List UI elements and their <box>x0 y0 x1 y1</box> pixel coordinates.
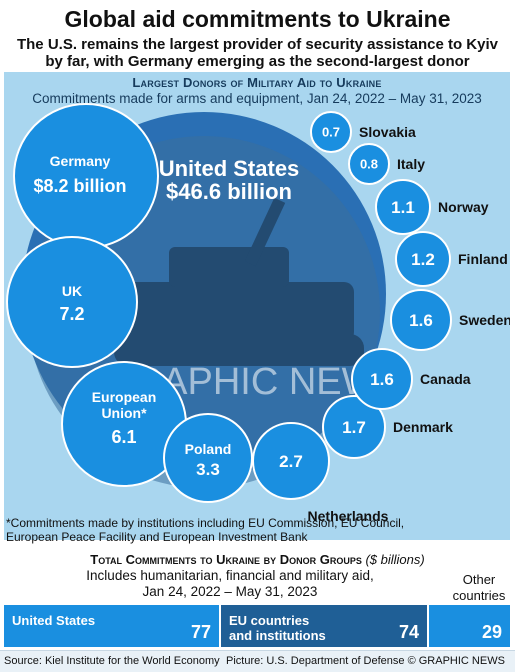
source-text: Source: Kiel Institute for the World Eco… <box>4 655 220 667</box>
us-bubble-name: United States <box>159 156 300 181</box>
label-sweden: Sweden <box>459 312 510 328</box>
page-subtitle: The U.S. remains the largest provider of… <box>0 36 515 70</box>
value-uk: 7.2 <box>59 304 84 324</box>
footnote-line-1: *Commitments made by institutions includ… <box>6 516 405 530</box>
bubble-italy <box>348 143 390 185</box>
military-aid-title: Largest Donors of Military Aid to Ukrain… <box>132 75 382 90</box>
bubble-canada <box>351 348 413 410</box>
bubble-poland <box>163 413 253 503</box>
label-germany: Germany <box>50 153 111 169</box>
credit-text: Picture: U.S. Department of Defense © GR… <box>226 655 505 667</box>
label-italy: Italy <box>397 156 425 172</box>
value-sweden: 1.6 <box>409 311 433 330</box>
other-label-line-1: Other <box>462 572 496 587</box>
bubble-denmark <box>322 395 386 459</box>
bar-us-value: 77 <box>190 622 211 642</box>
subtitle-line-1: The U.S. remains the largest provider of… <box>16 36 498 53</box>
label-canada: Canada <box>420 371 471 387</box>
bar-other-countries: 29 <box>429 605 510 647</box>
tank-part-2 <box>244 197 286 267</box>
military-aid-panel: GRAPHIC NEWS United States $46.6 billion Ge… <box>4 72 510 540</box>
label-netherlands: Netherlands <box>308 508 389 524</box>
bar-eu-value: 74 <box>398 622 419 642</box>
tank-part-3 <box>114 334 364 366</box>
bar-eu-label: EU countries and institutions <box>229 613 326 643</box>
us-bubble-value: $46.6 billion <box>166 179 292 204</box>
totals-title: Total Commitments to Ukraine by Donor Gr… <box>0 552 515 567</box>
bar-united-states: United States 77 <box>4 605 219 647</box>
bubble-slovakia <box>310 111 352 153</box>
tank-part-1 <box>169 247 289 287</box>
other-countries-label: Other countries <box>444 572 514 604</box>
totals-title-text: Total Commitments to Ukraine by Donor Gr… <box>90 552 362 567</box>
value-poland: 3.3 <box>196 460 220 479</box>
bubble-uk <box>6 236 138 368</box>
value-denmark: 1.7 <box>342 418 366 437</box>
label-denmark: Denmark <box>393 419 453 435</box>
label-poland: Poland <box>185 441 232 457</box>
other-label-line-2: countries <box>452 588 506 603</box>
value-netherlands: 2.7 <box>279 452 303 471</box>
subtitle-line-2: by far, with Germany emerging as the sec… <box>45 53 470 70</box>
value-european-union: 6.1 <box>111 427 136 447</box>
value-finland: 1.2 <box>411 250 435 269</box>
bar-us-label: United States <box>12 613 96 628</box>
bar-other-value: 29 <box>481 622 502 642</box>
bar-eu-label-line-2: and institutions <box>229 628 326 643</box>
label-finland: Finland <box>458 251 508 267</box>
bubble-sweden <box>390 289 452 351</box>
military-aid-subtitle: Commitments made for arms and equipment,… <box>32 91 482 106</box>
value-slovakia: 0.7 <box>322 125 340 140</box>
totals-sub-line-2: Jan 24, 2022 – May 31, 2023 <box>142 584 318 599</box>
footnote-line-2: European Peace Facility and European Inv… <box>6 530 308 544</box>
value-italy: 0.8 <box>360 157 378 172</box>
label-uk: UK <box>62 283 82 299</box>
label-norway: Norway <box>438 199 489 215</box>
tank-part-0 <box>124 282 354 342</box>
tank-illustration <box>114 197 364 366</box>
totals-subtitle: Includes humanitarian, financial and mil… <box>60 568 400 600</box>
label-european-union-1: European <box>92 389 157 405</box>
totals-unit: ($ billions) <box>365 552 425 567</box>
footer: Source: Kiel Institute for the World Eco… <box>0 650 515 672</box>
label-european-union-2: Union* <box>101 405 147 421</box>
bubble-netherlands <box>252 422 330 500</box>
bar-eu: EU countries and institutions 74 <box>221 605 427 647</box>
bubble-finland <box>395 231 451 287</box>
value-germany: $8.2 billion <box>33 176 126 196</box>
label-slovakia: Slovakia <box>359 124 416 140</box>
bar-eu-label-line-1: EU countries <box>229 613 310 628</box>
eu-footnote: *Commitments made by institutions includ… <box>4 512 510 544</box>
value-norway: 1.1 <box>391 198 415 217</box>
page-title: Global aid commitments to Ukraine <box>64 6 451 32</box>
value-canada: 1.6 <box>370 370 394 389</box>
bubble-norway <box>375 179 431 235</box>
totals-sub-line-1: Includes humanitarian, financial and mil… <box>86 568 374 583</box>
